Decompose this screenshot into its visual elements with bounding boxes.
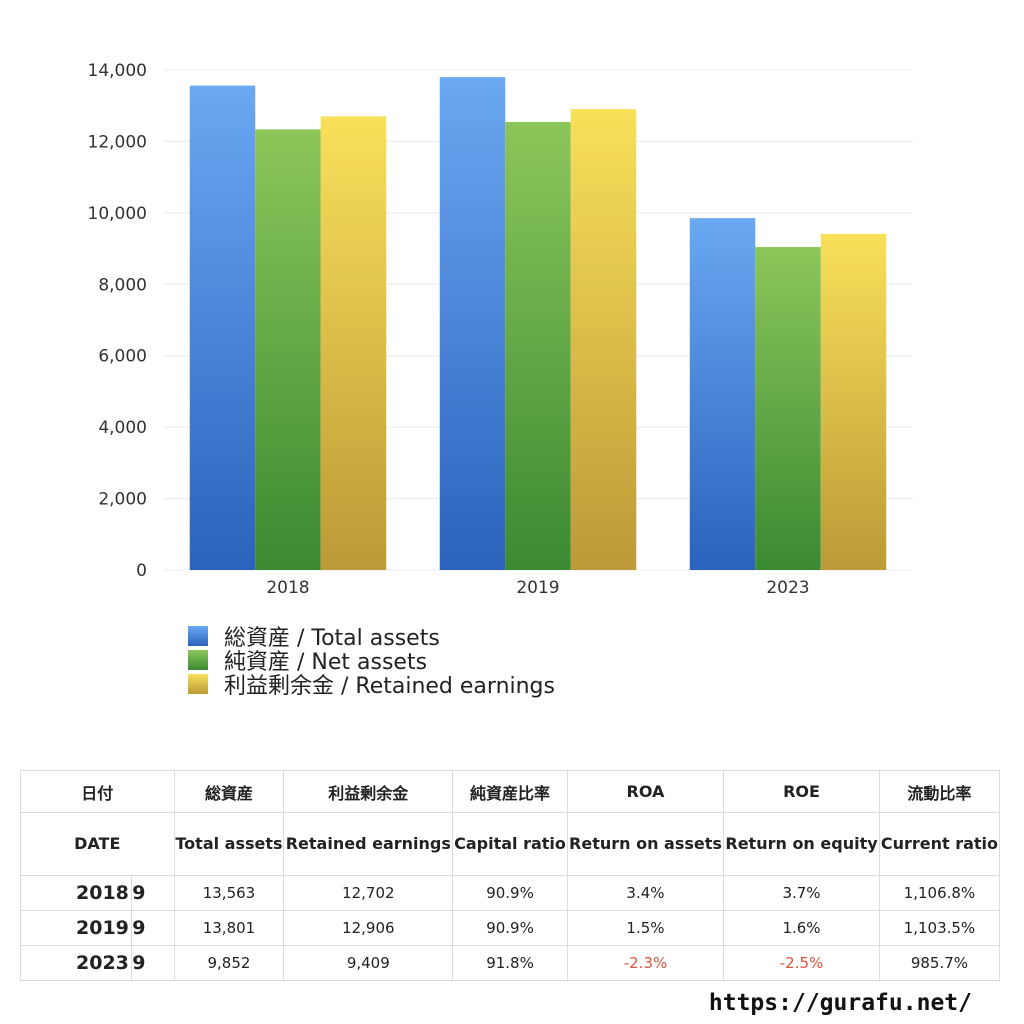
- row-year: 2018: [20, 875, 132, 911]
- legend-swatch: [188, 650, 208, 670]
- table-cell: -2.5%: [723, 945, 880, 981]
- header-total-assets-en: Total assets: [173, 812, 285, 876]
- table-cell: 3.7%: [723, 875, 880, 911]
- bar-2019-series-1: [505, 121, 571, 570]
- bar-2023-series-0: [689, 218, 756, 570]
- bar-2018-series-2: [320, 116, 387, 570]
- bar-2023-series-2: [820, 233, 887, 570]
- header-roa-jp: ROA: [566, 770, 725, 813]
- header-current-ratio-jp: 流動比率: [878, 770, 1001, 813]
- header-capital-ratio-jp: 純資産比率: [452, 770, 568, 813]
- row-month: 9: [130, 875, 175, 911]
- table-row: 2023 9 9,852 9,409 91.8% -2.3% -2.5% 985.7%: [20, 945, 1001, 981]
- table-cell: 12,906: [283, 910, 454, 946]
- bar-2019-series-2: [570, 109, 637, 571]
- table-cell: 9,852: [173, 945, 285, 981]
- header-current-ratio-en: Current ratio: [878, 812, 1001, 876]
- bar-2023-series-1: [755, 247, 821, 571]
- header-roe-jp: ROE: [723, 770, 880, 813]
- table-cell: 3.4%: [566, 875, 725, 911]
- financial-table: 日付 総資産 利益剰余金 純資産比率 ROA ROE 流動比率 DATE Tot…: [20, 770, 1001, 981]
- table-cell: 90.9%: [452, 875, 568, 911]
- table-cell: 12,702: [283, 875, 454, 911]
- row-year: 2023: [20, 945, 132, 981]
- legend-item: 総資産 / Total assets: [188, 624, 555, 651]
- table-header-en: DATE Total assets Retained earnings Capi…: [20, 812, 1001, 876]
- row-year: 2019: [20, 910, 132, 946]
- table-row: 2018 9 13,563 12,702 90.9% 3.4% 3.7% 1,106.8%: [20, 875, 1001, 911]
- y-tick-label: 0: [136, 561, 147, 581]
- y-tick-label: 2,000: [98, 490, 147, 510]
- header-date-jp: 日付: [20, 770, 175, 813]
- table-cell: 9,409: [283, 945, 454, 981]
- bar-2019-series-0: [439, 77, 506, 570]
- x-tick-label: 2023: [766, 578, 809, 598]
- header-date-en: DATE: [20, 812, 175, 876]
- legend-item: 純資産 / Net assets: [188, 648, 555, 675]
- table-row: 2019 9 13,801 12,906 90.9% 1.5% 1.6% 1,103.5%: [20, 910, 1001, 946]
- table-cell: 13,801: [173, 910, 285, 946]
- header-capital-ratio-en: Capital ratio: [452, 812, 568, 876]
- row-month: 9: [130, 945, 175, 981]
- table-cell: 1,106.8%: [878, 875, 1001, 911]
- table-cell: 91.8%: [452, 945, 568, 981]
- legend-label: 利益剰余金 / Retained earnings: [224, 674, 555, 699]
- header-total-assets-jp: 総資産: [173, 770, 285, 813]
- row-month: 9: [130, 910, 175, 946]
- table-cell: 90.9%: [452, 910, 568, 946]
- x-tick-label: 2018: [266, 578, 309, 598]
- legend-swatch: [188, 674, 208, 694]
- table-cell: 13,563: [173, 875, 285, 911]
- bar-2018-series-1: [255, 129, 321, 571]
- table-cell: 1.6%: [723, 910, 880, 946]
- table-cell: 985.7%: [878, 945, 1001, 981]
- bar-2018-series-0: [189, 85, 256, 570]
- y-tick-label: 14,000: [88, 61, 147, 81]
- legend-label: 純資産 / Net assets: [224, 650, 428, 675]
- table-header-jp: 日付 総資産 利益剰余金 純資産比率 ROA ROE 流動比率: [20, 770, 1001, 813]
- header-retained-earnings-en: Retained earnings: [283, 812, 454, 876]
- y-tick-label: 6,000: [98, 347, 147, 367]
- x-tick-label: 2019: [516, 578, 559, 598]
- footer-url[interactable]: https://gurafu.net/: [708, 990, 972, 1016]
- chart-legend: 総資産 / Total assets 純資産 / Net assets 利益剰余金 …: [188, 624, 555, 699]
- table-cell: 1,103.5%: [878, 910, 1001, 946]
- bar-chart: 0 2,000 4,000 6,000 8,000 10,000 12,000 14,000 2…: [88, 61, 913, 598]
- header-roe-en: Return on equity: [723, 812, 880, 876]
- header-retained-earnings-jp: 利益剰余金: [283, 770, 454, 813]
- legend-item: 利益剰余金 / Retained earnings: [188, 672, 555, 699]
- legend-label: 総資産 / Total assets: [224, 626, 440, 651]
- y-tick-label: 10,000: [88, 204, 147, 224]
- header-roa-en: Return on assets: [566, 812, 725, 876]
- y-tick-label: 4,000: [98, 418, 147, 438]
- y-tick-label: 12,000: [88, 132, 147, 152]
- legend-swatch: [188, 626, 208, 646]
- table-cell: -2.3%: [566, 945, 725, 981]
- table-cell: 1.5%: [566, 910, 725, 946]
- y-tick-label: 8,000: [98, 275, 147, 295]
